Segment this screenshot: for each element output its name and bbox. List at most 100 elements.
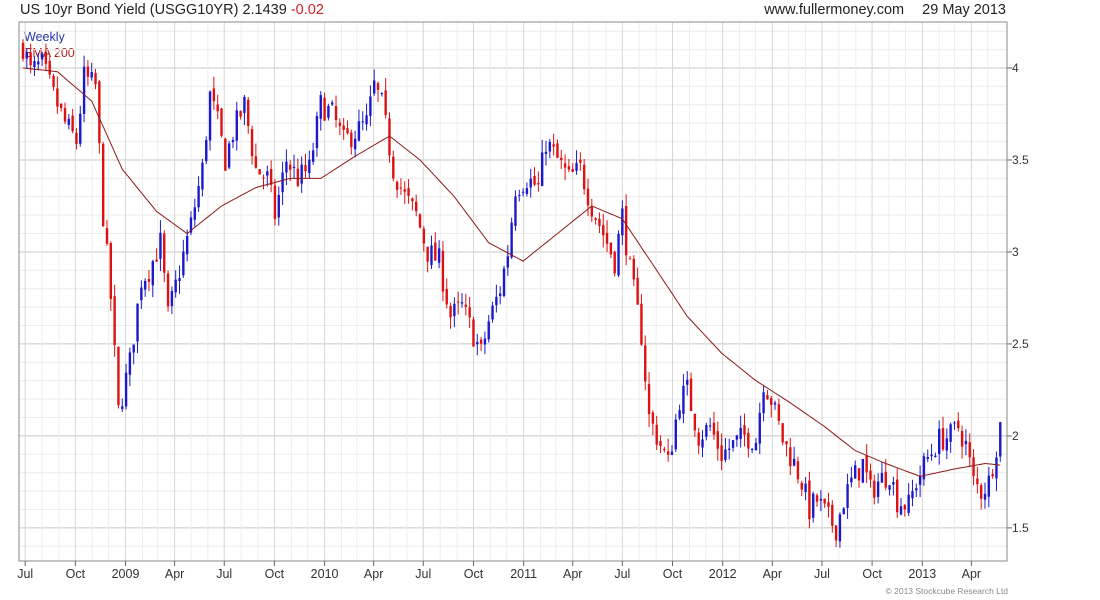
candle-up-body xyxy=(140,287,143,301)
candle-down-body xyxy=(655,424,658,445)
candle-up-body xyxy=(178,278,181,282)
candle-up-body xyxy=(369,96,372,116)
change-value: -0.02 xyxy=(290,2,324,18)
candle-up-body xyxy=(159,232,162,259)
x-tick-label: Oct xyxy=(862,567,882,581)
candle-up-body xyxy=(453,303,456,317)
x-tick-label: Apr xyxy=(165,567,184,581)
candle-down-body xyxy=(785,441,788,445)
x-tick-label: 2012 xyxy=(709,567,737,581)
candle-up-body xyxy=(838,514,842,542)
x-tick-label: 2013 xyxy=(908,567,936,581)
candle-down-body xyxy=(552,144,555,147)
y-axis: 1.5 2 2.5 3 3.5 4 xyxy=(1007,61,1029,535)
candle-up-body xyxy=(678,410,681,419)
candle-down-body xyxy=(766,395,769,400)
candle-down-body xyxy=(21,42,25,59)
candle-up-body xyxy=(498,293,502,297)
candle-down-body xyxy=(239,111,242,117)
candle-up-body xyxy=(300,164,303,184)
x-tick-label: Jul xyxy=(17,567,33,581)
candle-down-body xyxy=(456,301,460,303)
candle-up-body xyxy=(136,303,139,342)
grid-lines xyxy=(19,22,1007,561)
candle-down-body xyxy=(472,319,475,347)
candle-up-body xyxy=(67,118,71,125)
candle-down-body xyxy=(537,182,540,185)
candle-down-body xyxy=(563,163,567,168)
candle-down-body xyxy=(155,259,158,262)
candle-down-body xyxy=(567,166,571,170)
candle-down-body xyxy=(29,52,32,66)
candle-up-body xyxy=(231,140,235,143)
candle-down-body xyxy=(651,412,655,424)
candle-down-body xyxy=(582,164,586,190)
candle-down-body xyxy=(350,132,353,148)
candle-down-body xyxy=(52,75,55,87)
candle-down-body xyxy=(414,201,418,212)
candle-up-body xyxy=(243,96,246,114)
candle-up-body xyxy=(888,485,891,490)
candle-up-body xyxy=(918,476,922,485)
chart-title: US 10yr Bond Yield (USGG10YR) 2.1439 -0.… xyxy=(20,2,324,18)
candle-up-body xyxy=(430,245,433,265)
candle-up-body xyxy=(945,438,949,451)
candle-down-body xyxy=(796,461,800,480)
candle-up-body xyxy=(487,321,490,340)
candle-down-body xyxy=(666,451,670,455)
candle-up-body xyxy=(518,195,521,197)
x-tick-label: Oct xyxy=(265,567,285,581)
candle-up-body xyxy=(33,61,36,67)
candle-up-body xyxy=(701,439,704,448)
candle-up-body xyxy=(525,188,529,194)
candle-down-body xyxy=(117,346,120,406)
candle-down-body xyxy=(342,125,345,130)
candle-down-body xyxy=(212,88,216,102)
candle-down-body xyxy=(743,425,746,435)
candle-down-body xyxy=(624,206,628,256)
x-tick-label: Jul xyxy=(216,567,232,581)
candle-up-body xyxy=(949,424,952,442)
candle-down-body xyxy=(346,128,349,134)
candle-down-body xyxy=(594,218,597,220)
candle-down-body xyxy=(957,420,960,429)
candle-up-body xyxy=(705,425,708,437)
candle-up-body xyxy=(132,344,135,353)
y-tick-label: 1.5 xyxy=(1012,521,1029,535)
candle-down-body xyxy=(273,185,277,220)
x-tick-label: 2011 xyxy=(510,567,537,581)
candle-down-body xyxy=(697,432,700,446)
candle-down-body xyxy=(71,115,74,132)
candle-down-body xyxy=(422,228,426,244)
candle-down-body xyxy=(941,428,945,450)
candle-up-body xyxy=(292,166,296,169)
candle-down-body xyxy=(605,232,609,244)
candle-up-body xyxy=(311,150,315,162)
candle-up-body xyxy=(365,115,368,125)
candle-down-body xyxy=(48,60,51,75)
y-tick-label: 3 xyxy=(1012,245,1019,259)
candle-up-body xyxy=(724,449,727,460)
candle-down-body xyxy=(747,432,750,449)
candle-up-body xyxy=(907,494,910,513)
candle-down-body xyxy=(716,431,719,449)
x-tick-label: Oct xyxy=(663,567,683,581)
candle-down-body xyxy=(384,90,387,115)
candle-up-body xyxy=(728,448,731,450)
site-link[interactable]: www.fullermoney.com xyxy=(764,2,905,18)
candle-down-body xyxy=(693,414,697,431)
x-tick-label: Oct xyxy=(464,567,484,581)
candle-up-body xyxy=(922,456,926,480)
candle-down-body xyxy=(258,169,261,175)
candle-up-body xyxy=(185,235,189,255)
candle-up-body xyxy=(819,498,823,501)
candle-up-body xyxy=(25,52,29,59)
candle-up-body xyxy=(327,105,330,118)
x-tick-label: Jul xyxy=(415,567,431,581)
candle-down-body xyxy=(823,498,826,504)
candle-up-body xyxy=(911,491,914,499)
candle-down-body xyxy=(609,242,613,255)
candle-up-body xyxy=(739,427,742,439)
candle-down-body xyxy=(865,455,868,473)
candle-up-body xyxy=(548,141,552,152)
